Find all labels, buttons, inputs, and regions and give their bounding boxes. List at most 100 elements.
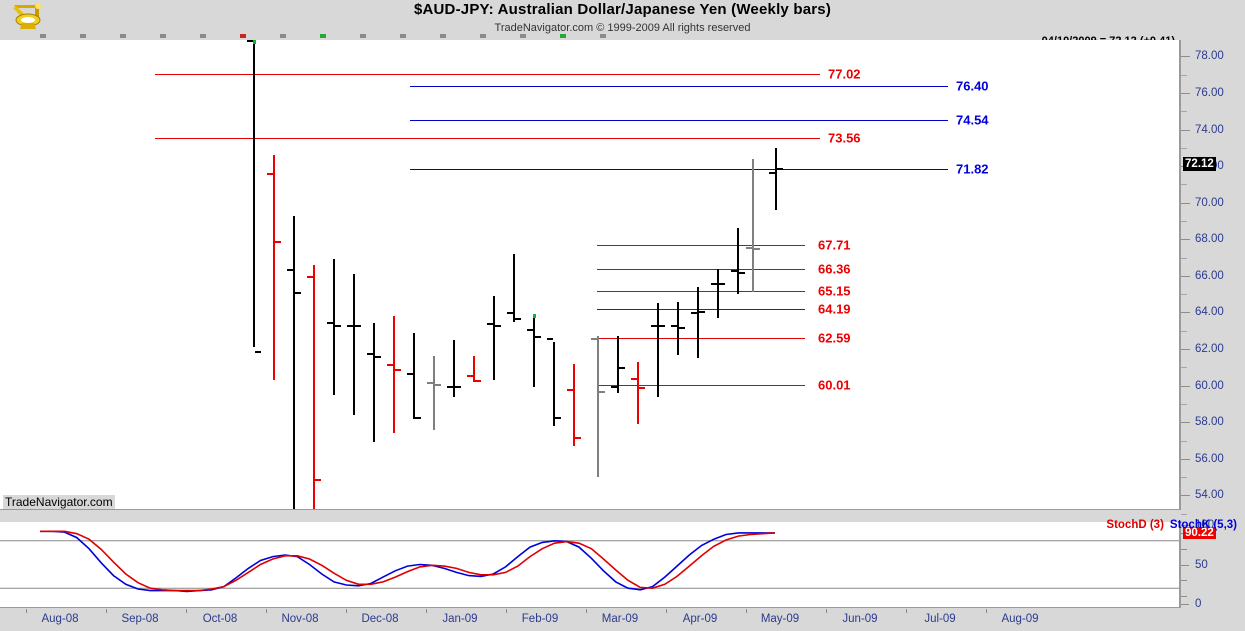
price-axis-tick: [1181, 422, 1190, 424]
ohlc-bar: [507, 253, 521, 322]
price-axis-label: 60.00: [1195, 379, 1224, 392]
top-tick-mark: [480, 34, 486, 38]
stochastic-axis-tick: [1181, 604, 1189, 605]
price-axis-label: 78.00: [1195, 50, 1224, 63]
price-axis-label: 62.00: [1195, 343, 1224, 356]
date-axis-label: Aug-09: [1001, 613, 1039, 625]
ohlc-open-tick: [307, 275, 313, 278]
ohlc-bar: [591, 336, 605, 478]
ohlc-bar-stem: [717, 268, 719, 318]
ohlc-open-tick: [591, 338, 597, 341]
top-tick-mark: [280, 34, 286, 38]
date-axis-tick: [666, 609, 667, 613]
date-axis-label: Jun-09: [842, 613, 878, 625]
price-axis-minor-tick: [1181, 294, 1187, 296]
ohlc-bar: [651, 303, 665, 397]
price-level-line[interactable]: [410, 85, 948, 87]
ohlc-bar: [327, 259, 341, 395]
date-axis-label: Sep-08: [121, 613, 159, 625]
ohlc-open-tick: [691, 312, 697, 315]
stochastic-axis-tick: [1181, 525, 1189, 526]
stochd-legend-label: StochD (3): [1106, 519, 1164, 531]
ohlc-bar-stem: [697, 286, 699, 359]
ohlc-open-tick: [287, 268, 293, 271]
ohlc-close-tick: [295, 292, 301, 295]
price-chart-pane[interactable]: [0, 40, 1180, 510]
ohlc-open-tick: [671, 325, 677, 328]
top-tick-mark: [120, 34, 126, 38]
price-level-line[interactable]: [410, 169, 948, 171]
price-axis-tick: [1181, 129, 1190, 131]
price-axis-minor-tick: [1181, 367, 1187, 369]
ohlc-open-tick: [611, 385, 617, 388]
ohlc-bar: [307, 264, 321, 509]
price-axis-minor-tick: [1181, 184, 1187, 186]
stochastic-axis-minor-tick: [1181, 548, 1187, 550]
top-tick-mark: [600, 34, 606, 38]
ohlc-bar: [387, 316, 401, 434]
price-axis-tick: [1181, 385, 1190, 387]
price-axis-label: 56.00: [1195, 452, 1224, 465]
date-axis[interactable]: Aug-08 Sep-08 Oct-08 Nov-08 Dec-08 Jan-09 Feb-…: [0, 609, 1245, 631]
ohlc-bar-stem: [637, 361, 639, 425]
ohlc-bar: [611, 336, 625, 393]
ohlc-bar: [267, 155, 281, 381]
price-axis-minor-tick: [1181, 403, 1187, 405]
ohlc-bar-stem: [473, 356, 475, 382]
price-level-line[interactable]: [597, 269, 805, 271]
price-level-line[interactable]: [597, 244, 805, 246]
date-axis-tick: [746, 609, 747, 613]
ohlc-bar: [367, 323, 381, 443]
price-level-line[interactable]: [155, 74, 820, 76]
ohlc-close-tick: [475, 380, 481, 383]
ohlc-open-tick: [467, 374, 473, 377]
date-axis-label: Jan-09: [442, 613, 478, 625]
ohlc-bar-stem: [617, 336, 619, 393]
price-axis-tick: [1181, 93, 1190, 95]
ohlc-close-tick: [415, 416, 421, 419]
price-axis-tick: [1181, 275, 1190, 277]
price-level-line[interactable]: [597, 338, 805, 340]
date-axis-tick: [986, 609, 987, 613]
ohlc-open-tick: [427, 381, 433, 384]
price-level-label: 67.71: [818, 237, 851, 253]
stochastic-axis-minor-tick: [1181, 596, 1187, 598]
price-level-line[interactable]: [155, 137, 820, 139]
ohlc-open-tick: [347, 325, 353, 328]
top-tick-mark: [160, 34, 166, 38]
chart-header: $AUD-JPY: Australian Dollar/Japanese Yen…: [0, 0, 1245, 34]
date-axis-tick: [266, 609, 267, 613]
date-axis-tick: [106, 609, 107, 613]
price-axis-label: 70.00: [1195, 196, 1224, 209]
ohlc-bar: [427, 356, 441, 430]
ohlc-bar-stem: [273, 155, 275, 381]
copyright-subtitle: TradeNavigator.com © 1999-2009 All right…: [494, 22, 751, 34]
ohlc-bar: [287, 215, 301, 509]
price-level-label: 66.36: [818, 261, 851, 277]
ohlc-open-tick: [447, 385, 453, 388]
price-level-line[interactable]: [597, 385, 805, 387]
ohlc-bar: [731, 228, 745, 295]
ohlc-open-tick: [769, 171, 775, 174]
top-tick-mark: [400, 34, 406, 38]
ohlc-bar-stem: [333, 259, 335, 395]
top-tick-mark: [560, 34, 566, 38]
price-level-label: 77.02: [828, 66, 861, 82]
date-axis-label: Nov-08: [281, 613, 319, 625]
top-tick-mark: [320, 34, 326, 38]
ohlc-open-tick: [487, 323, 493, 326]
stochastic-axis-tick: [1181, 564, 1189, 566]
price-axis-tick: [1181, 349, 1190, 351]
ohlc-open-tick: [327, 321, 333, 324]
ohlc-close-tick: [699, 310, 705, 313]
price-axis[interactable]: 78.0076.0074.0072.0070.0068.0066.0064.00…: [1180, 40, 1245, 515]
price-level-line[interactable]: [410, 119, 948, 121]
price-level-line[interactable]: [597, 291, 805, 293]
price-axis-label: 74.00: [1195, 123, 1224, 136]
price-level-line[interactable]: [597, 309, 805, 310]
ohlc-bar-stem: [313, 264, 315, 509]
ohlc-close-tick: [679, 327, 685, 330]
stochastic-axis[interactable]: 100 50 0 90.22: [1180, 519, 1245, 610]
stochastic-pane[interactable]: [0, 522, 1180, 608]
price-axis-tick: [1181, 56, 1190, 58]
